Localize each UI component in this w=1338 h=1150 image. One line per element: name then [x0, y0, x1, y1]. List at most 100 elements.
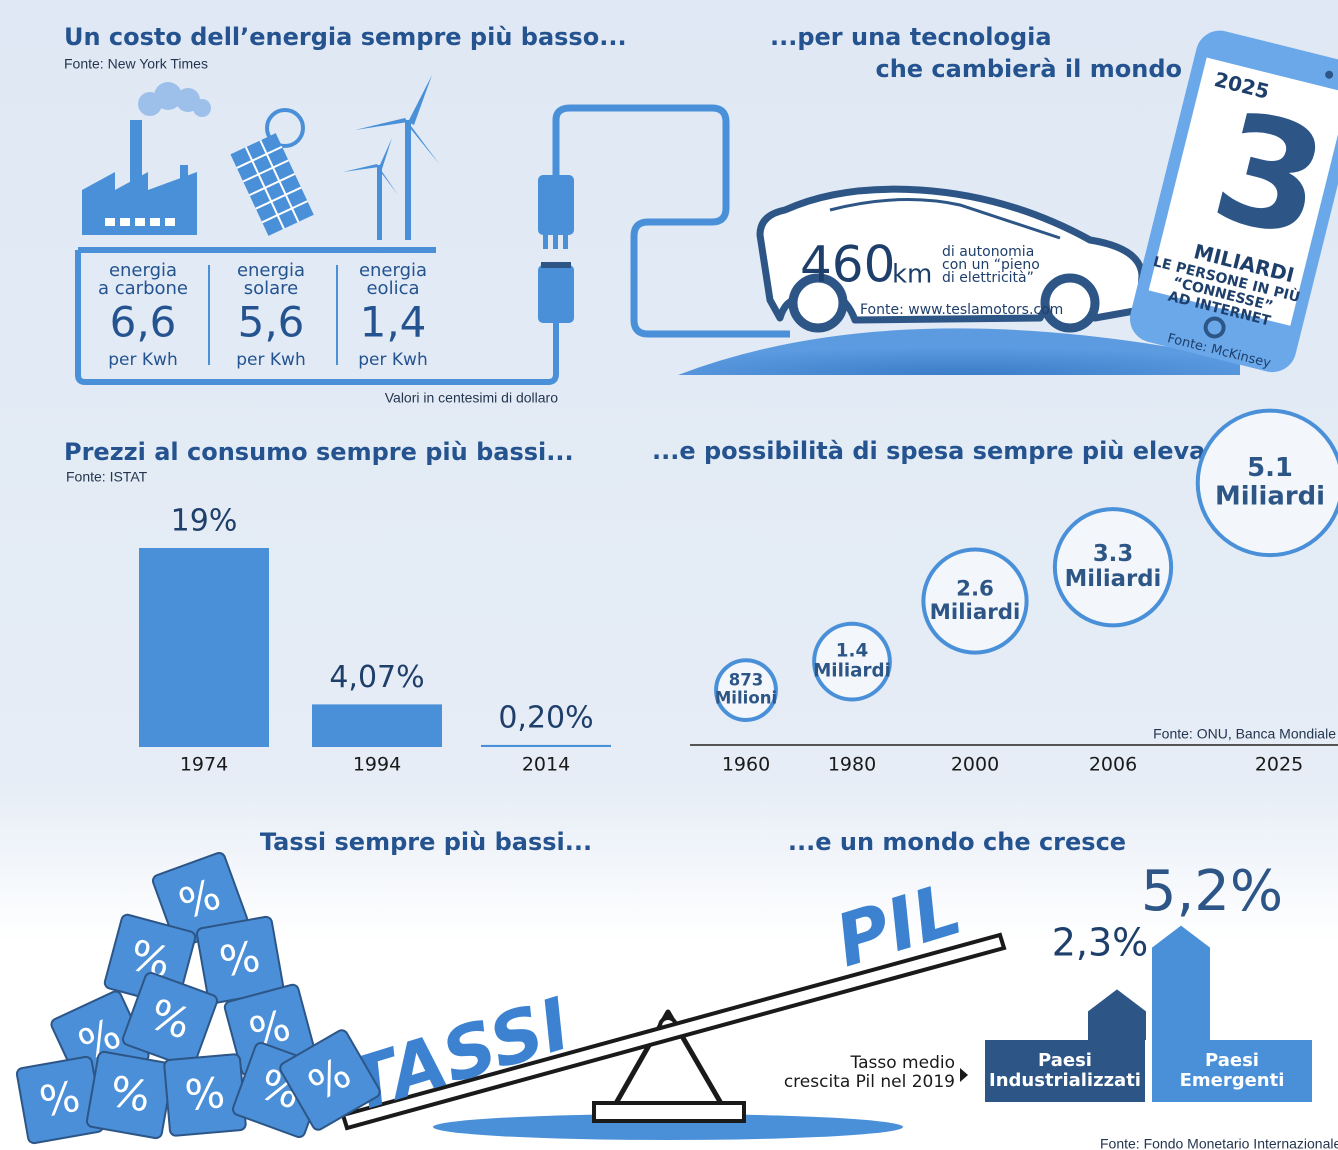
cube-face — [121, 971, 219, 1069]
bubble-value: 3.3 — [1093, 541, 1133, 567]
source: Fonte: www.teslamotors.com — [860, 302, 1063, 318]
energy-label: energia — [359, 260, 427, 281]
value-label: 2,3% — [1052, 921, 1149, 965]
category-label: Emergenti — [1180, 1070, 1285, 1091]
arrow-bar — [1088, 989, 1146, 1040]
plank — [340, 932, 1007, 1131]
phone-camera — [1325, 70, 1334, 79]
category-label: Paesi — [1205, 1050, 1259, 1071]
bubble — [1195, 408, 1338, 558]
phone-button — [1203, 316, 1226, 339]
bar — [481, 744, 611, 747]
phone — [1129, 30, 1338, 373]
cube: % — [223, 983, 317, 1077]
source: Fonte: New York Times — [64, 56, 208, 72]
energy-value: 6,6 — [110, 298, 177, 347]
cube: % — [121, 971, 219, 1069]
cube-symbol: % — [106, 1066, 154, 1121]
chimney — [130, 120, 142, 190]
bubble-value: 5.1 — [1247, 453, 1293, 483]
section-title: ...per una tecnologia — [770, 23, 1052, 51]
bubble-unit: Miliardi — [930, 600, 1021, 625]
energy-label: a carbone — [98, 278, 188, 299]
wheel — [788, 273, 848, 333]
x-label: 2014 — [522, 754, 570, 776]
chart-title: ...e un mondo che cresce — [788, 828, 1126, 856]
section-title: Tassi sempre più bassi... — [260, 828, 592, 856]
x-label: 2006 — [1089, 754, 1137, 776]
cube-symbol: % — [36, 1071, 84, 1126]
category-block — [985, 1040, 1145, 1102]
x-label: 1960 — [722, 754, 770, 776]
energy-unit: per Kwh — [358, 350, 427, 370]
cube-symbol: % — [216, 931, 264, 986]
bubble — [921, 547, 1029, 655]
cube: % — [163, 1053, 247, 1137]
bubble-unit: Miliardi — [1065, 566, 1162, 592]
plug — [538, 175, 574, 323]
chart-title: ...e possibilità di spesa sempre più ele… — [652, 437, 1233, 465]
chart-label: crescita Pil nel 2019 — [784, 1072, 955, 1092]
chimney — [180, 165, 188, 190]
cable — [552, 104, 790, 338]
cube: % — [195, 915, 285, 1005]
section-title: che cambierà il mondo — [875, 55, 1182, 83]
source: Fonte: Fondo Monetario Internazionale — [1100, 1136, 1338, 1150]
x-label: 1974 — [180, 754, 228, 776]
energy-icons — [82, 75, 440, 240]
bubble — [714, 658, 778, 722]
range-unit: km — [892, 260, 932, 290]
x-label: 2000 — [951, 754, 999, 776]
phone-screen — [1148, 57, 1338, 326]
source: Fonte: ONU, Banca Mondiale — [1153, 726, 1336, 742]
bar-label: 0,20% — [498, 700, 593, 735]
bubble-unit: Miliardi — [813, 661, 891, 682]
x-label: 1980 — [828, 754, 876, 776]
car-window — [829, 198, 1061, 240]
source: Fonte: ISTAT — [66, 469, 148, 485]
cube-symbol: % — [183, 1068, 227, 1120]
energy-label: solare — [244, 278, 299, 299]
energy-label: eolica — [366, 278, 419, 299]
energy-value: 5,6 — [238, 298, 305, 347]
wheel — [1040, 273, 1100, 333]
arrow-bar — [1152, 925, 1210, 1040]
value-label: 5,2% — [1141, 859, 1283, 924]
fulcrum-base — [592, 1101, 746, 1123]
range-text: di autonomia — [942, 244, 1034, 260]
range-value: 460 — [800, 236, 895, 294]
bar — [139, 548, 269, 747]
note: Valori in centesimi di dollaro — [385, 390, 558, 406]
cube: % — [279, 1029, 381, 1131]
bubble-unit: Miliardi — [1215, 482, 1325, 512]
bubble — [1052, 507, 1174, 628]
range-text: con un “pieno — [942, 257, 1040, 273]
x-label: 1994 — [353, 754, 401, 776]
energy-unit: per Kwh — [108, 350, 177, 370]
x-label: 2025 — [1255, 754, 1303, 776]
energy-unit: per Kwh — [236, 350, 305, 370]
range-text: di elettricità” — [942, 270, 1034, 286]
energy-box-frame — [75, 250, 559, 385]
section-title: Un costo dell’energia sempre più basso..… — [64, 23, 627, 51]
bubble-value: 873 — [729, 670, 764, 689]
pointer — [960, 1068, 968, 1082]
chart-label: Tasso medio — [850, 1053, 955, 1073]
energy-label: energia — [109, 260, 177, 281]
cube: % — [15, 1055, 105, 1145]
category-label: Industrializzati — [989, 1070, 1141, 1091]
chart-title: Prezzi al consumo sempre più bassi... — [64, 438, 574, 466]
category-label: Paesi — [1038, 1050, 1092, 1071]
bubble — [812, 621, 892, 702]
bubble-unit: Milioni — [715, 689, 777, 708]
cube: % — [85, 1050, 175, 1140]
hill — [678, 328, 1240, 375]
bar — [312, 704, 442, 747]
energy-label: energia — [237, 260, 305, 281]
cube-face — [279, 1029, 381, 1131]
bar-label: 19% — [171, 504, 238, 539]
factory-body — [82, 190, 197, 235]
bubble-value: 2.6 — [956, 576, 994, 601]
